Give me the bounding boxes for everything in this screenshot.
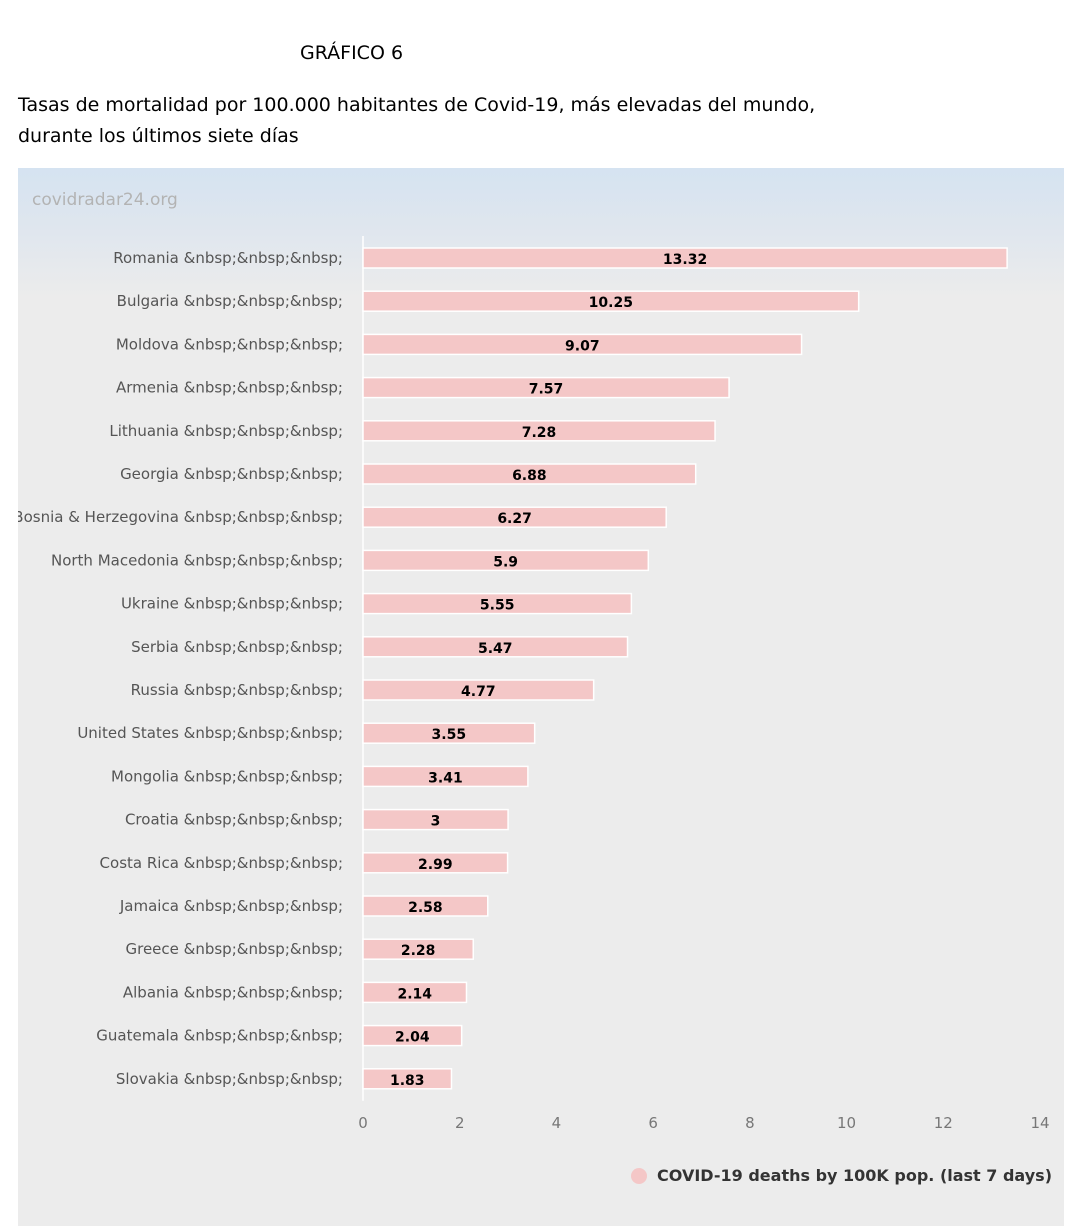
bar bbox=[362, 808, 509, 831]
bar bbox=[362, 290, 860, 312]
category-label: Romania &nbsp;&nbsp;&nbsp; bbox=[113, 249, 343, 267]
bar bbox=[362, 247, 1008, 269]
x-tick-label: 12 bbox=[934, 1114, 953, 1132]
data-label: 2.58 bbox=[408, 900, 443, 916]
bar bbox=[362, 852, 509, 874]
category-label: Albania &nbsp;&nbsp;&nbsp; bbox=[123, 983, 343, 1001]
data-label: 10.25 bbox=[589, 295, 633, 311]
bar bbox=[362, 506, 667, 528]
bar bbox=[362, 376, 730, 399]
bar bbox=[362, 333, 803, 356]
bar bbox=[362, 463, 697, 485]
bar bbox=[362, 636, 629, 658]
data-label: 2.14 bbox=[397, 986, 432, 1002]
data-label: 5.47 bbox=[478, 641, 513, 657]
category-label: Russia &nbsp;&nbsp;&nbsp; bbox=[131, 681, 343, 699]
category-label: Moldova &nbsp;&nbsp;&nbsp; bbox=[116, 335, 343, 353]
data-label: 3.55 bbox=[432, 727, 467, 743]
data-label: 3.41 bbox=[428, 770, 463, 786]
data-label: 4.77 bbox=[461, 684, 496, 700]
category-label: Greece &nbsp;&nbsp;&nbsp; bbox=[125, 940, 343, 958]
bar bbox=[362, 592, 633, 615]
x-tick-label: 2 bbox=[455, 1114, 465, 1132]
category-label: Bosnia & Herzegovina &nbsp;&nbsp;&nbsp; bbox=[18, 508, 343, 526]
data-label: 6.88 bbox=[512, 468, 547, 484]
x-tick-label: 10 bbox=[837, 1114, 856, 1132]
bar bbox=[362, 722, 536, 744]
data-label: 7.57 bbox=[529, 382, 564, 398]
category-label: Mongolia &nbsp;&nbsp;&nbsp; bbox=[111, 767, 343, 785]
chart-panel: covidradar24.org Romania &nbsp;&nbsp;&nb… bbox=[18, 168, 1064, 1226]
data-label: 2.04 bbox=[395, 1030, 430, 1046]
x-tick-label: 4 bbox=[552, 1114, 562, 1132]
data-label: 5.55 bbox=[480, 598, 515, 614]
bar bbox=[362, 679, 595, 701]
bar bbox=[362, 549, 650, 572]
bar bbox=[362, 765, 529, 788]
x-tick-label: 14 bbox=[1030, 1114, 1049, 1132]
x-tick-label: 8 bbox=[745, 1114, 755, 1132]
bar bbox=[362, 981, 468, 1004]
chart-title-line-1: Tasas de mortalidad por 100.000 habitant… bbox=[18, 94, 816, 116]
bar-chart: Romania &nbsp;&nbsp;&nbsp; 13.32 Bulgaria … bbox=[18, 236, 1050, 1132]
category-label: Georgia &nbsp;&nbsp;&nbsp; bbox=[120, 465, 343, 483]
category-label: Bulgaria &nbsp;&nbsp;&nbsp; bbox=[117, 292, 343, 310]
data-label: 6.27 bbox=[497, 511, 532, 527]
data-label: 3 bbox=[431, 814, 441, 830]
watermark: covidradar24.org bbox=[32, 190, 178, 210]
category-label: Guatemala &nbsp;&nbsp;&nbsp; bbox=[96, 1027, 343, 1045]
category-label: United States &nbsp;&nbsp;&nbsp; bbox=[77, 724, 343, 742]
data-label: 2.99 bbox=[418, 857, 453, 873]
data-label: 2.28 bbox=[401, 943, 436, 959]
data-label: 5.9 bbox=[493, 554, 518, 570]
legend-label: COVID-19 deaths by 100K pop. (last 7 day… bbox=[657, 1166, 1052, 1185]
category-label: North Macedonia &nbsp;&nbsp;&nbsp; bbox=[51, 551, 343, 569]
bar bbox=[362, 895, 489, 917]
legend-swatch bbox=[631, 1167, 648, 1184]
category-label: Costa Rica &nbsp;&nbsp;&nbsp; bbox=[100, 854, 343, 872]
bar bbox=[362, 938, 475, 960]
x-tick-label: 6 bbox=[648, 1114, 658, 1132]
chart-title: Tasas de mortalidad por 100.000 habitant… bbox=[18, 90, 918, 152]
chart-title-line-2: durante los últimos siete días bbox=[18, 125, 299, 147]
legend[interactable]: COVID-19 deaths by 100K pop. (last 7 day… bbox=[631, 1166, 1052, 1185]
data-label: 1.83 bbox=[390, 1073, 425, 1089]
category-label: Armenia &nbsp;&nbsp;&nbsp; bbox=[116, 379, 343, 397]
category-label: Croatia &nbsp;&nbsp;&nbsp; bbox=[125, 811, 343, 829]
category-label: Ukraine &nbsp;&nbsp;&nbsp; bbox=[121, 595, 343, 613]
category-label: Slovakia &nbsp;&nbsp;&nbsp; bbox=[116, 1070, 343, 1088]
bar bbox=[362, 1068, 453, 1090]
x-tick-label: 0 bbox=[358, 1114, 368, 1132]
figure-label: GRÁFICO 6 bbox=[300, 42, 404, 64]
data-label: 7.28 bbox=[522, 425, 557, 441]
category-label: Lithuania &nbsp;&nbsp;&nbsp; bbox=[109, 422, 343, 440]
category-label: Serbia &nbsp;&nbsp;&nbsp; bbox=[131, 638, 343, 656]
data-label: 13.32 bbox=[663, 252, 707, 268]
data-label: 9.07 bbox=[565, 338, 600, 354]
bar bbox=[362, 420, 716, 442]
bar bbox=[362, 1024, 463, 1047]
category-label: Jamaica &nbsp;&nbsp;&nbsp; bbox=[119, 897, 343, 915]
